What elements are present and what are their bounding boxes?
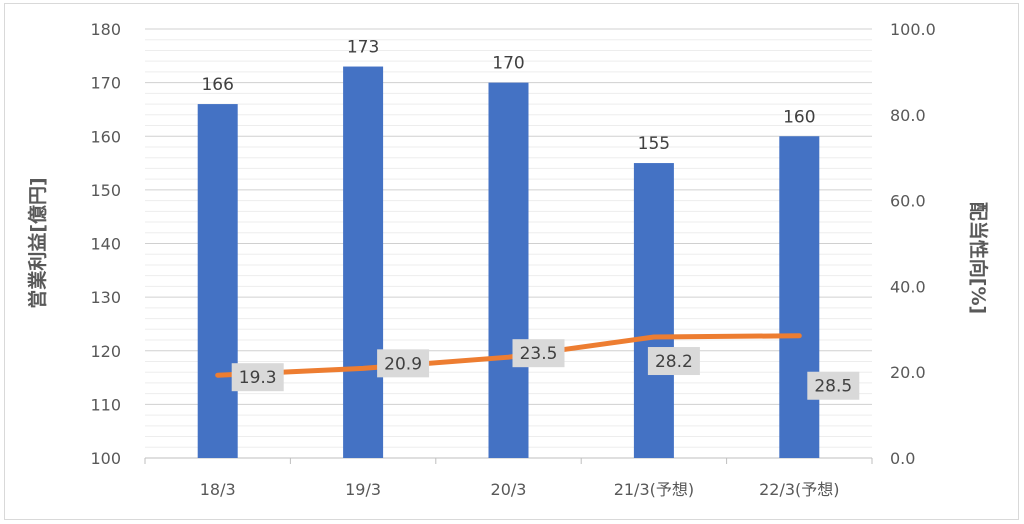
bar-value-label: 170 <box>492 54 524 74</box>
x-tick-label: 20/3 <box>491 480 527 499</box>
bar <box>343 66 384 458</box>
left-axis-ticks: 100 110 120 130 140 150 160 170 180 <box>90 20 121 468</box>
y2-tick-label: 0.0 <box>890 449 915 468</box>
y2-tick-label: 80.0 <box>890 106 926 125</box>
y-tick-label: 150 <box>90 181 121 200</box>
line-label-box <box>377 349 430 378</box>
bar <box>197 104 238 458</box>
y2-axis-title: 配当性向[%] <box>967 202 990 314</box>
y-tick-label: 110 <box>90 395 121 414</box>
line-value-label: 19.3 <box>239 368 277 388</box>
bars <box>197 66 820 458</box>
line-value-label: 20.9 <box>384 354 422 374</box>
y2-tick-label: 60.0 <box>890 192 926 211</box>
line-value-label: 28.2 <box>655 352 693 372</box>
right-axis-ticks: 0.0 20.0 40.0 60.0 80.0 100.0 <box>890 20 936 468</box>
y2-tick-label: 100.0 <box>890 20 936 39</box>
y-tick-label: 120 <box>90 342 121 361</box>
y-tick-label: 130 <box>90 288 121 307</box>
y2-tick-label: 40.0 <box>890 277 926 296</box>
line-label-box <box>231 363 284 392</box>
bar-value-label: 166 <box>201 75 233 95</box>
bar-value-label: 160 <box>783 107 815 127</box>
bar <box>779 136 820 458</box>
line-label-box <box>512 339 565 368</box>
bar-value-label: 173 <box>347 38 379 58</box>
y2-tick-label: 20.0 <box>890 363 926 382</box>
y-tick-label: 160 <box>90 127 121 146</box>
y-tick-label: 140 <box>90 235 121 254</box>
line-label-box <box>647 347 700 376</box>
line-path <box>215 333 802 378</box>
x-tick-label: 22/3(予想) <box>759 480 839 499</box>
x-tick-label: 18/3 <box>200 480 236 499</box>
y-tick-label: 180 <box>90 20 121 39</box>
line-label-box <box>807 371 860 400</box>
bar <box>633 163 674 458</box>
y-tick-label: 100 <box>90 449 121 468</box>
line-value-label: 28.5 <box>814 377 852 397</box>
bar-value-label: 155 <box>638 134 670 154</box>
line-series: 19.3 20.9 23.5 28.2 28.5 <box>215 333 860 400</box>
bar <box>488 82 529 458</box>
y-axis-title: 営業利益[億円] <box>26 177 49 308</box>
line-value-label: 23.5 <box>520 344 558 364</box>
x-axis-ticks: 18/3 19/3 20/3 21/3(予想) 22/3(予想) <box>200 480 840 499</box>
x-tick-label: 19/3 <box>345 480 381 499</box>
x-tick-label: 21/3(予想) <box>614 480 694 499</box>
y-tick-label: 170 <box>90 74 121 93</box>
bar-labels: 166 173 170 155 160 <box>201 38 815 155</box>
